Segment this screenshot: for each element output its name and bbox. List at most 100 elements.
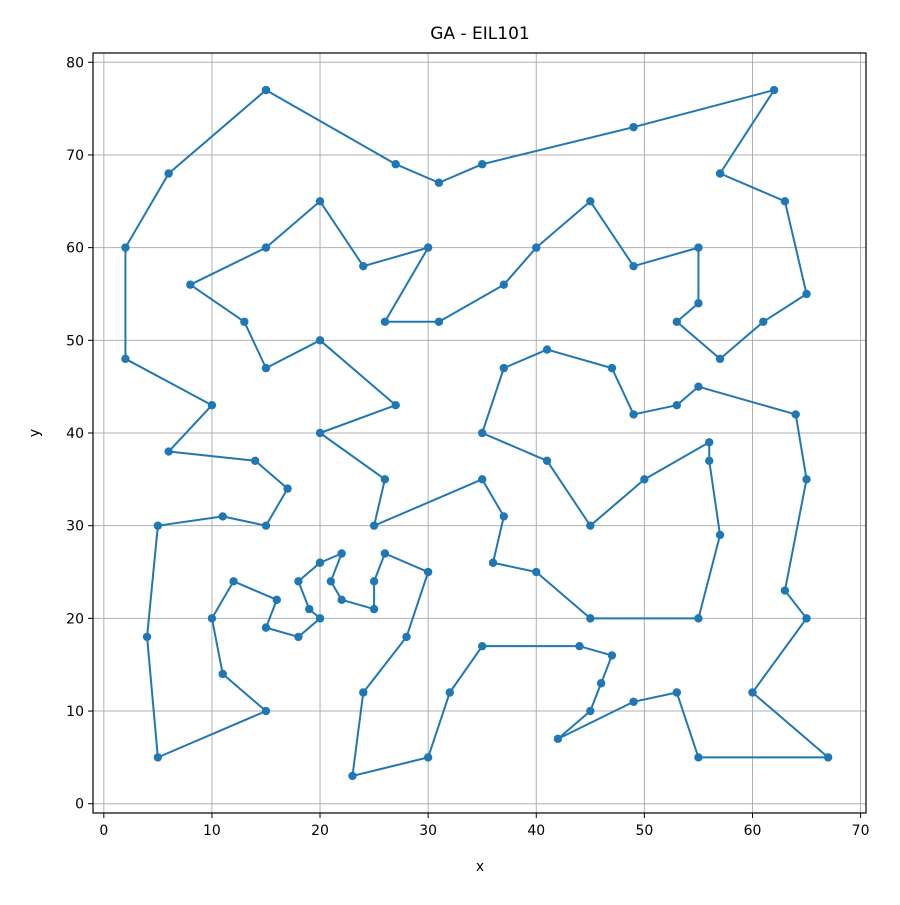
city-point bbox=[478, 475, 487, 484]
city-point bbox=[780, 197, 790, 206]
x-tick-label: 10 bbox=[203, 823, 221, 839]
x-tick-label: 30 bbox=[419, 823, 437, 839]
city-point bbox=[640, 475, 649, 484]
x-axis-label: x bbox=[476, 859, 484, 875]
city-point bbox=[715, 169, 725, 178]
city-point bbox=[359, 261, 368, 271]
y-tick-label: 40 bbox=[66, 426, 84, 442]
city-point bbox=[153, 521, 163, 530]
y-tick-label: 80 bbox=[66, 55, 84, 71]
city-point bbox=[759, 317, 768, 326]
city-point bbox=[423, 753, 433, 762]
plot-frame bbox=[92, 52, 867, 814]
city-point bbox=[142, 632, 152, 642]
city-point bbox=[315, 558, 325, 567]
city-point bbox=[359, 688, 368, 697]
city-point bbox=[802, 289, 811, 299]
city-point bbox=[121, 354, 130, 364]
city-point bbox=[499, 512, 509, 521]
city-point bbox=[542, 345, 552, 354]
city-point bbox=[218, 669, 227, 679]
tick-layer: 0 10 20 30 40 50 60 70 0 10 20 30 40 50 60 70 80 bbox=[66, 55, 869, 839]
city-point bbox=[478, 641, 487, 651]
x-tick-label: 60 bbox=[744, 823, 762, 839]
city-point bbox=[250, 456, 260, 466]
city-point bbox=[369, 521, 379, 530]
y-tick-label: 20 bbox=[66, 611, 84, 627]
city-point bbox=[391, 400, 400, 410]
city-point bbox=[596, 679, 606, 688]
city-point bbox=[369, 604, 379, 614]
x-tick-label: 70 bbox=[852, 823, 870, 839]
city-point bbox=[153, 753, 163, 762]
city-point bbox=[694, 299, 703, 308]
city-point bbox=[575, 641, 584, 651]
y-tick-label: 10 bbox=[66, 704, 84, 720]
city-point bbox=[542, 456, 552, 466]
city-point bbox=[283, 484, 292, 493]
x-tick-label: 20 bbox=[311, 823, 329, 839]
tour-line bbox=[124, 89, 830, 777]
city-point bbox=[629, 410, 638, 419]
city-point bbox=[348, 771, 357, 781]
city-point bbox=[326, 577, 336, 586]
city-point bbox=[694, 382, 703, 391]
city-point bbox=[434, 317, 444, 326]
city-point bbox=[672, 317, 682, 326]
city-point bbox=[802, 475, 811, 484]
city-point bbox=[586, 614, 595, 623]
city-point bbox=[164, 169, 173, 178]
city-point bbox=[694, 753, 703, 762]
city-point bbox=[780, 586, 790, 595]
city-point bbox=[272, 595, 281, 605]
city-point bbox=[240, 317, 249, 326]
city-point bbox=[607, 363, 617, 373]
city-point bbox=[553, 734, 563, 744]
city-point bbox=[823, 753, 833, 762]
city-point bbox=[164, 447, 173, 456]
city-point bbox=[694, 243, 703, 252]
y-tick-label: 0 bbox=[75, 797, 84, 813]
x-tick-label: 40 bbox=[527, 823, 545, 839]
y-axis-label: y bbox=[27, 429, 43, 437]
city-point bbox=[748, 688, 757, 697]
city-point bbox=[672, 688, 682, 697]
city-point bbox=[715, 354, 725, 364]
y-tick-label: 70 bbox=[66, 148, 84, 164]
city-point bbox=[380, 317, 390, 326]
city-point bbox=[337, 595, 346, 605]
city-point bbox=[434, 178, 444, 187]
city-point bbox=[586, 706, 595, 716]
city-point bbox=[705, 456, 714, 466]
city-point bbox=[478, 160, 487, 169]
city-point bbox=[802, 614, 811, 623]
city-point bbox=[694, 614, 703, 623]
city-point bbox=[218, 512, 227, 521]
city-point bbox=[261, 85, 271, 95]
city-point bbox=[586, 197, 595, 206]
city-point bbox=[315, 428, 325, 438]
city-point bbox=[402, 632, 411, 642]
city-point bbox=[423, 243, 433, 252]
city-point bbox=[629, 122, 638, 132]
city-point bbox=[207, 614, 217, 623]
city-point bbox=[380, 475, 390, 484]
city-point bbox=[207, 400, 217, 410]
y-tick-label: 60 bbox=[66, 241, 84, 257]
city-point bbox=[261, 623, 271, 632]
city-point bbox=[261, 243, 271, 252]
city-point bbox=[315, 614, 325, 623]
city-point bbox=[705, 438, 714, 447]
city-point bbox=[186, 280, 195, 289]
city-point bbox=[607, 651, 617, 660]
city-point bbox=[499, 363, 509, 373]
city-point bbox=[629, 261, 638, 271]
x-tick-label: 0 bbox=[99, 823, 108, 839]
city-point bbox=[586, 521, 595, 530]
chart-title: GA - EIL101 bbox=[430, 24, 529, 44]
city-point bbox=[261, 363, 271, 373]
city-point bbox=[380, 549, 390, 558]
city-point bbox=[121, 243, 130, 252]
